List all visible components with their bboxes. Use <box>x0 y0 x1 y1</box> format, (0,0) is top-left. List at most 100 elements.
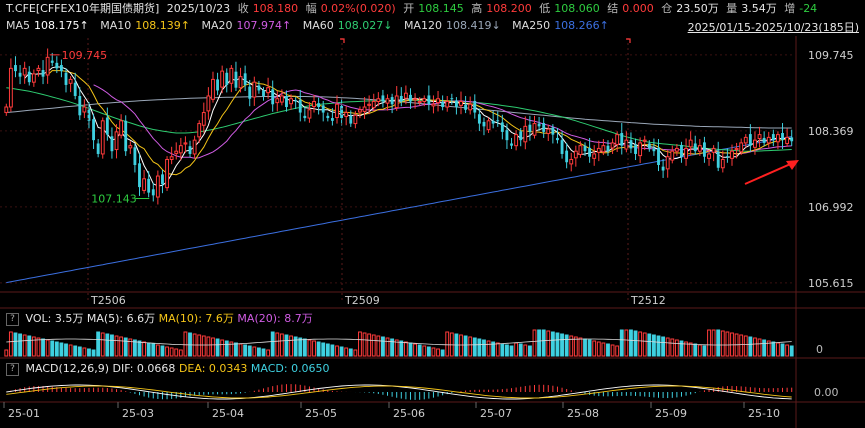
candle-body-up <box>367 103 372 106</box>
candle-body-down <box>551 127 555 135</box>
contract-marker-label: T2512 <box>630 294 666 307</box>
volume-bar-up <box>546 330 551 357</box>
candle-body-down <box>464 104 468 110</box>
candle-body-up <box>417 101 422 103</box>
candle-body-up <box>128 145 133 149</box>
volume-bar-down <box>293 336 298 357</box>
volume-bar-up <box>413 343 417 357</box>
ma250-line <box>6 136 792 284</box>
quote-date: 2025/10/23 <box>166 2 231 15</box>
candle-body-down <box>716 151 720 168</box>
candle-body-down <box>560 140 564 154</box>
candle-body-up <box>739 142 744 153</box>
change-value: 0.02%(0.020) <box>320 2 396 15</box>
volume-bar-down <box>339 346 344 357</box>
volume-bar-down <box>477 338 482 357</box>
candle-body-up <box>174 150 179 154</box>
candle-body-down <box>330 118 334 121</box>
volume-bar-down <box>564 334 569 357</box>
candle-body-up <box>312 101 316 107</box>
volume-bar-up <box>266 349 271 357</box>
candle-body-up <box>459 101 463 106</box>
volume-bar-down <box>408 342 413 357</box>
candle-body-up <box>766 136 771 144</box>
volume-panel-title: ? VOL: 3.5万 MA(5): 6.6万 MA(10): 7.6万 MA(… <box>6 312 313 326</box>
low-label: 低 <box>539 2 551 15</box>
volume-bar-up <box>362 332 367 357</box>
candle-body-down <box>519 131 523 141</box>
candle-body-down <box>147 178 151 193</box>
volume-bar-up <box>82 347 87 357</box>
volume-bar-up <box>174 348 179 357</box>
high-annotation: 109.745 <box>62 49 108 62</box>
volume-bar-down <box>771 341 776 357</box>
volume-bar-up <box>45 339 50 357</box>
volume-bar-down <box>647 333 652 357</box>
price-tick-label: 105.615 <box>808 277 854 290</box>
volume-bar-down <box>555 332 560 357</box>
candle-body-up <box>169 156 174 160</box>
volume-bar-down <box>505 344 509 357</box>
volume-bar-up <box>178 349 183 357</box>
extreme-annotations: 109.745 107.143 <box>49 49 799 206</box>
candle-body-up <box>514 134 519 147</box>
candle-body-down <box>629 140 633 149</box>
candle-body-down <box>133 147 137 165</box>
volume-bar-down <box>656 335 661 357</box>
volume-bar-up <box>220 339 225 357</box>
volume-bar-down <box>518 343 523 357</box>
candle-body-down <box>409 94 412 102</box>
candle-body-down <box>262 90 265 96</box>
help-icon[interactable]: ? <box>6 362 19 376</box>
volume-bar-up <box>142 341 147 357</box>
settle-value: 0.000 <box>622 2 654 15</box>
ma10-value: 108.139↑ <box>135 19 190 32</box>
candle-body-down <box>234 71 238 88</box>
candle-body-up <box>753 139 757 148</box>
candle-body-up <box>670 150 675 161</box>
vol-label: 量 <box>726 2 738 15</box>
volume-bar-up <box>638 331 643 357</box>
contract-marker-label: T2509 <box>344 294 380 307</box>
candle-body-down <box>78 95 82 116</box>
help-icon[interactable]: ? <box>6 312 19 326</box>
candle-body-up <box>220 70 225 88</box>
volume-bar-down <box>550 331 555 357</box>
candle-body-down <box>491 120 495 124</box>
date-range-selector[interactable]: 2025/01/15-2025/10/23(185日) <box>687 21 859 34</box>
candle-body-up <box>197 123 202 138</box>
volume-bar-down <box>256 347 261 357</box>
candle-body-up <box>638 142 643 157</box>
candle-body-down <box>381 95 385 102</box>
volume-bar-up <box>197 334 202 357</box>
candle-body-up <box>252 81 257 98</box>
candle-body-up <box>8 67 13 108</box>
ma250-value: 108.266↑ <box>554 19 609 32</box>
candle-body-up <box>344 112 349 117</box>
candle-body-down <box>390 97 394 105</box>
volume-bar-up <box>610 344 615 357</box>
candle-body-up <box>31 73 36 83</box>
volume-bar-down <box>426 346 431 357</box>
ma5-line <box>24 66 792 187</box>
candle-body-up <box>523 125 528 143</box>
candle-body-down <box>138 163 141 188</box>
volume-bar-down <box>748 336 753 357</box>
candle-body-down <box>399 95 403 102</box>
volume-bar-up <box>68 344 73 357</box>
candle-body-up <box>757 134 762 139</box>
volume-bar-down <box>91 349 96 357</box>
date-tick-label: 25-09 <box>655 407 687 420</box>
candle-body-down <box>55 62 59 69</box>
candle-body-down <box>326 115 330 119</box>
inc-value: -24 <box>799 2 818 15</box>
volume-bar-down <box>64 343 68 357</box>
volume-bar-down <box>27 335 32 357</box>
symbol-name[interactable]: T.CFE[CFFEX10年期国债期货] <box>6 2 160 15</box>
candle-body-down <box>59 65 63 72</box>
candle-body-down <box>294 100 298 102</box>
candle-body-up <box>353 114 358 125</box>
volume-bar-up <box>165 346 169 357</box>
date-tick-label: 25-10 <box>748 407 780 420</box>
